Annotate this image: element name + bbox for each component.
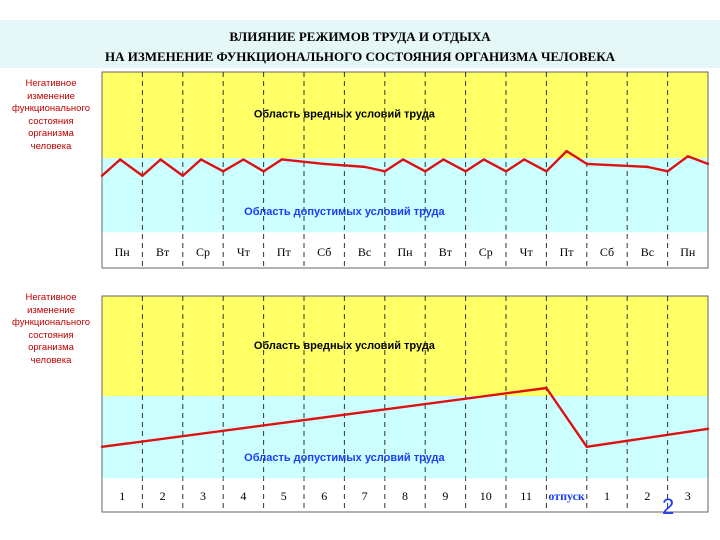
data-point (442, 158, 445, 161)
y-label-line: изменение (27, 90, 75, 102)
tick-label: Сб (600, 245, 614, 259)
data-point (401, 158, 405, 161)
tick-label: 3 (685, 489, 691, 503)
data-point (100, 174, 104, 177)
tick-label: Пт (560, 245, 575, 259)
tick-label: Сб (317, 245, 331, 259)
y-label-line: изменение (27, 304, 75, 316)
tick-label: Чт (237, 245, 251, 259)
data-point (706, 427, 710, 430)
y-label-line: человека (30, 140, 72, 152)
tick-label: 3 (200, 489, 206, 503)
tick-label: 11 (520, 489, 532, 503)
data-point (646, 165, 649, 169)
data-point (424, 170, 427, 173)
data-point (706, 162, 710, 166)
tick-label: 1 (119, 489, 125, 503)
data-point (118, 158, 122, 161)
tick-label: Пн (680, 245, 696, 259)
tick-label: Пт (277, 245, 292, 259)
tick-label: 2 (644, 489, 650, 503)
data-point (159, 158, 162, 161)
tick-label: 2 (160, 489, 166, 503)
data-point (280, 158, 283, 161)
harmful-zone (102, 296, 708, 396)
data-point (100, 445, 104, 449)
data-point (504, 170, 508, 173)
tick-label: Чт (520, 245, 534, 259)
data-point (565, 149, 568, 153)
data-point (262, 170, 265, 173)
tick-label: Ср (196, 245, 210, 259)
data-point (545, 170, 548, 173)
tick-label: Пн (397, 245, 413, 259)
data-point (545, 386, 548, 390)
y-axis-label-top: Негативное изменение функционального сос… (0, 78, 102, 153)
tick-label: Вт (156, 245, 170, 259)
data-point (181, 174, 184, 177)
data-curve (101, 386, 709, 449)
plot-border (101, 71, 709, 269)
tick-label: 7 (362, 489, 368, 503)
allowable-zone (102, 158, 708, 232)
y-label-line: функционального (12, 103, 90, 114)
y-label-line: состояния (28, 115, 74, 127)
data-point (141, 174, 144, 177)
y-label-line: Негативное (25, 292, 77, 303)
data-point (199, 158, 203, 161)
tick-label: Вс (641, 245, 654, 259)
y-label-line: функционального (12, 317, 90, 328)
y-axis-label-bottom: Негативное изменение функционального сос… (0, 292, 102, 367)
tick-label: Вс (358, 245, 371, 259)
allowable-zone (102, 396, 708, 478)
y-label-line: человека (30, 354, 72, 366)
tick-label: 10 (480, 489, 492, 503)
y-label-line: Негативное (25, 78, 77, 89)
tick-label: 8 (402, 489, 408, 503)
tick-label: 1 (604, 489, 610, 503)
data-point (482, 158, 485, 161)
harmful-zone-label: Область вредных условий труда (254, 109, 436, 121)
tick-label: 6 (321, 489, 327, 503)
tick-label: 9 (442, 489, 448, 503)
data-point (585, 445, 588, 449)
title-band (0, 20, 720, 68)
data-point (242, 158, 245, 161)
harmful-zone (102, 72, 708, 158)
plot-border (101, 295, 709, 513)
tick-label: Ср (479, 245, 493, 259)
data-point (666, 170, 669, 173)
tick-label: Пн (115, 245, 131, 259)
data-point (383, 170, 386, 173)
data-point (464, 170, 467, 173)
tick-label-vacation: отпуск (548, 489, 585, 503)
page-number: 2 (662, 494, 675, 519)
chart-title-line-2: НА ИЗМЕНЕНИЕ ФУНКЦИОНАЛЬНОГО СОСТОЯНИЯ О… (104, 49, 616, 64)
tick-label: Вт (439, 245, 453, 259)
y-label-line: организма (28, 342, 74, 353)
tick-label: 4 (240, 489, 246, 503)
tick-label: 5 (281, 489, 287, 503)
chart-title-line-1: ВЛИЯНИЕ РЕЖИМОВ ТРУДА И ОТДЫХА (229, 29, 491, 44)
data-point (363, 165, 366, 169)
data-point (585, 162, 588, 166)
data-point (323, 162, 326, 166)
data-point (522, 158, 526, 161)
y-label-line: состояния (28, 329, 74, 341)
data-point (222, 170, 225, 173)
data-point (686, 155, 689, 158)
y-label-line: организма (28, 128, 74, 139)
